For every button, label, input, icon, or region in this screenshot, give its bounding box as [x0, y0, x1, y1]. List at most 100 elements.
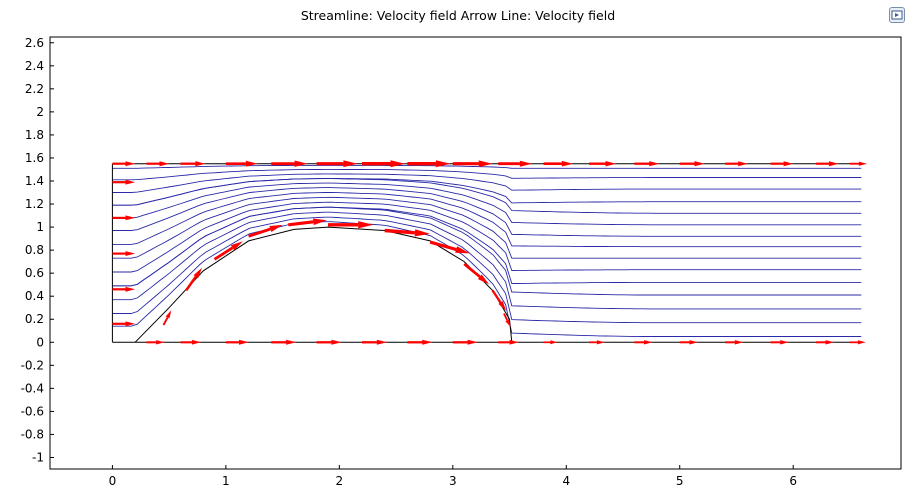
x-tick-label: 5 — [676, 474, 684, 488]
arrow-head — [245, 160, 258, 167]
arrow-head — [156, 340, 165, 345]
streamline — [112, 182, 862, 226]
x-tick-label: 6 — [789, 474, 797, 488]
arrow-head — [780, 340, 789, 345]
velocity-arrow — [452, 339, 478, 345]
arrow-head — [343, 160, 358, 168]
plot-area-frame — [49, 36, 902, 470]
export-image-button[interactable] — [889, 7, 905, 23]
arrow-head — [435, 160, 451, 168]
arrow-head — [195, 161, 206, 167]
arrow-shaft — [463, 262, 481, 278]
arrow-head — [858, 161, 867, 166]
arrow-head — [294, 160, 308, 167]
arrow-shaft — [248, 227, 271, 238]
velocity-arrow — [407, 339, 433, 345]
arrow-head — [193, 267, 202, 279]
velocity-arrow — [429, 240, 470, 254]
arrow-head — [519, 160, 533, 167]
streamline — [112, 221, 862, 337]
arrow-head — [857, 340, 866, 345]
velocity-arrow — [180, 161, 206, 167]
velocity-arrow — [543, 160, 574, 167]
y-tick-label: 0.2 — [25, 312, 44, 326]
streamline — [112, 211, 862, 310]
arrow-head — [125, 251, 136, 256]
arrow-head — [414, 229, 431, 237]
arrow-shaft — [491, 289, 502, 304]
arrow-head — [734, 340, 744, 345]
arrow-head — [125, 321, 136, 327]
arrow-head — [286, 339, 297, 345]
velocity-arrow — [815, 161, 839, 167]
arrow-shaft — [429, 240, 457, 252]
velocity-arrow — [725, 340, 744, 345]
velocity-arrow — [679, 340, 698, 345]
velocity-arrow — [491, 289, 507, 311]
streamline — [112, 201, 862, 273]
arrow-head — [376, 339, 387, 345]
velocity-arrow — [679, 161, 705, 167]
velocity-arrow — [288, 218, 327, 227]
arrow-head — [738, 161, 748, 167]
arrow-head — [829, 161, 839, 167]
streamline — [112, 191, 862, 248]
arrow-head — [561, 160, 574, 167]
velocity-arrow — [271, 339, 297, 345]
y-tick-label: 1.2 — [25, 197, 44, 211]
plot-title: Streamline: Velocity field Arrow Line: V… — [300, 8, 616, 23]
velocity-arrow — [213, 241, 243, 261]
velocity-arrow — [498, 160, 533, 167]
y-tick-label: -0.2 — [21, 358, 44, 372]
velocity-arrow — [225, 339, 249, 345]
arrow-head — [331, 339, 342, 345]
velocity-arrow — [770, 340, 789, 345]
arrow-shaft — [384, 228, 416, 235]
y-axis: -1 -0.8 -0.6 -0.4 -0.2 0 0.2 0.4 0.6 0.8 1 1.2 1.4 1.… — [21, 36, 54, 464]
velocity-arrow — [849, 340, 866, 345]
velocity-arrow — [271, 160, 308, 167]
arrow-head — [596, 340, 605, 345]
velocity-arrows — [112, 160, 867, 345]
y-tick-label: 1 — [36, 220, 44, 234]
y-tick-label: 0.6 — [25, 266, 44, 280]
arrow-head — [239, 339, 249, 345]
arrow-head — [644, 340, 653, 345]
x-tick-label: 0 — [109, 474, 117, 488]
velocity-arrow — [112, 251, 136, 256]
arrow-head — [125, 179, 136, 185]
arrow-head — [550, 340, 558, 345]
velocity-arrow — [634, 340, 653, 345]
y-tick-label: -0.6 — [21, 404, 44, 418]
velocity-arrow — [328, 221, 374, 229]
streamline — [112, 216, 862, 324]
x-tick-label: 4 — [562, 474, 570, 488]
arrow-head — [825, 340, 835, 345]
velocity-arrow — [112, 286, 136, 292]
arrow-head — [694, 161, 705, 167]
arrow-head — [422, 339, 433, 345]
arrow-shaft — [213, 246, 234, 261]
streamline — [112, 206, 862, 287]
x-tick-label: 3 — [449, 474, 457, 488]
y-tick-label: 2.4 — [25, 59, 44, 73]
velocity-arrow — [180, 339, 201, 345]
arrow-head — [159, 161, 170, 167]
y-tick-label: 1.8 — [25, 128, 44, 142]
streamlines — [112, 164, 862, 337]
velocity-arrow — [407, 160, 451, 168]
export-image-icon — [891, 10, 903, 20]
x-axis: 0 1 2 3 4 5 6 — [109, 465, 797, 488]
y-tick-label: -0.8 — [21, 427, 44, 441]
velocity-arrow — [815, 340, 835, 345]
velocity-arrow — [543, 340, 558, 345]
velocity-arrow — [589, 340, 605, 345]
y-tick-label: 2.2 — [25, 82, 44, 96]
velocity-arrow — [725, 161, 748, 167]
arrow-head — [649, 161, 660, 167]
arrow-head — [125, 161, 136, 167]
arrow-head — [165, 310, 172, 319]
velocity-arrow — [849, 161, 867, 166]
velocity-arrow — [146, 340, 165, 345]
